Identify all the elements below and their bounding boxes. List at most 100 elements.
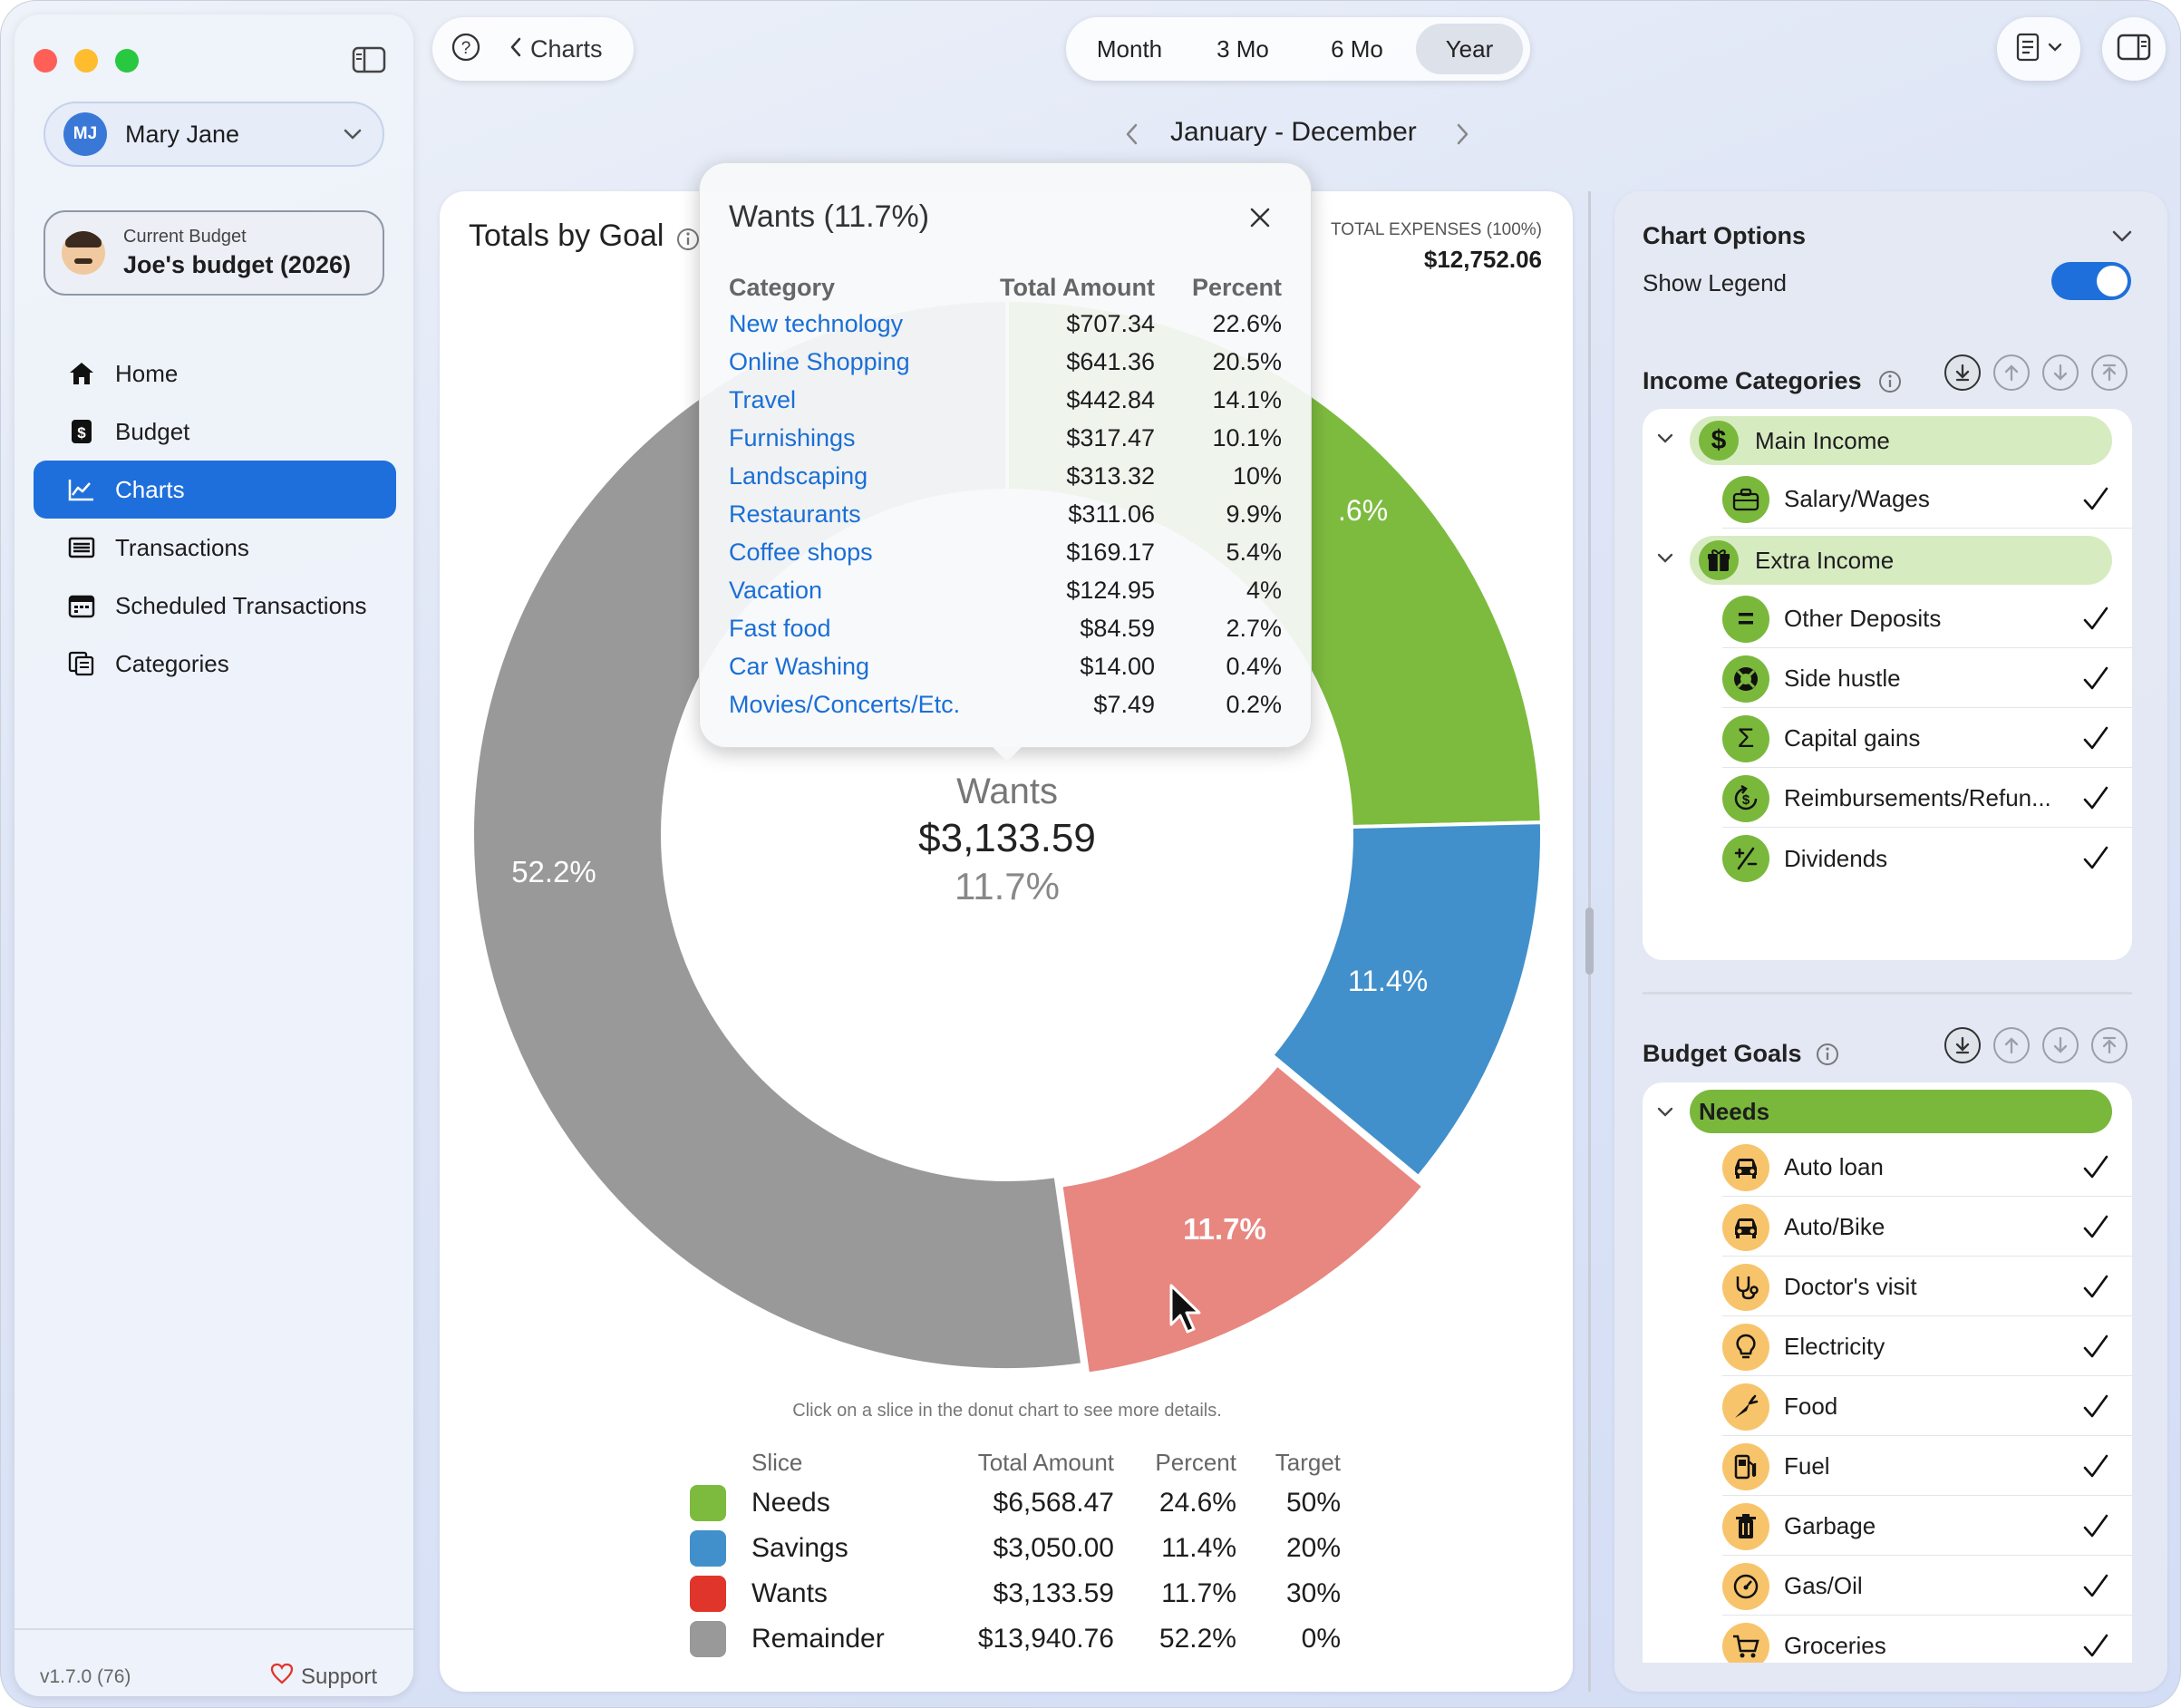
info-icon[interactable] <box>1815 1042 1840 1072</box>
period-year[interactable]: Year <box>1416 24 1523 74</box>
zoom-window-button[interactable] <box>115 49 139 73</box>
income-item-side-hustle[interactable]: Side hustle <box>1722 650 2132 708</box>
checkmark-icon[interactable] <box>2079 483 2112 516</box>
goal-item-fuel[interactable]: Fuel <box>1722 1438 2132 1496</box>
goal-item-electricity[interactable]: Electricity <box>1722 1318 2132 1376</box>
popover-category-link[interactable]: Furnishings <box>729 423 856 451</box>
goal-item-gas-oil[interactable]: Gas/Oil <box>1722 1558 2132 1616</box>
checkmark-icon[interactable] <box>2079 1331 2112 1363</box>
income-item-dividends[interactable]: Dividends <box>1722 830 2132 888</box>
help-icon[interactable]: ? <box>451 32 481 67</box>
checkmark-icon[interactable] <box>2079 1271 2112 1304</box>
checkmark-icon[interactable] <box>2079 1151 2112 1184</box>
move-up-icon[interactable] <box>1993 354 2030 391</box>
checkmark-icon[interactable] <box>2079 603 2112 636</box>
goals-sort-buttons <box>1944 1027 2128 1063</box>
popover-category-link[interactable]: Fast food <box>729 614 831 642</box>
goal-item-doctor-s-visit[interactable]: Doctor's visit <box>1722 1258 2132 1316</box>
next-period-button[interactable] <box>1451 121 1473 152</box>
popover-category-link[interactable]: Travel <box>729 385 797 413</box>
popover-category-link[interactable]: Vacation <box>729 576 823 604</box>
show-legend-toggle[interactable] <box>2051 262 2131 300</box>
checkmark-icon[interactable] <box>2079 1570 2112 1603</box>
popover-category-link[interactable]: Landscaping <box>729 461 868 490</box>
period-6-months[interactable]: 6 Mo <box>1331 34 1383 63</box>
current-budget-button[interactable]: Current Budget Joe's budget (2026) <box>44 210 384 296</box>
item-label: Fuel <box>1784 1452 1830 1480</box>
income-item-salary-wages[interactable]: Salary/Wages <box>1722 471 2132 529</box>
sidebar-item-categories[interactable]: Categories <box>34 635 396 693</box>
income-categories-list: $ Main Income Salary/Wages Extra Income … <box>1643 409 2132 960</box>
sidebar-item-transactions[interactable]: Transactions <box>34 519 396 577</box>
info-icon[interactable] <box>675 227 701 257</box>
income-item-reimbursements[interactable]: $ Reimbursements/Refun... <box>1722 770 2132 828</box>
move-up-icon[interactable] <box>1993 1027 2030 1063</box>
report-menu-button[interactable] <box>1997 17 2080 81</box>
sidebar-toggle-icon[interactable] <box>352 45 386 74</box>
period-month[interactable]: Month <box>1096 34 1163 63</box>
goal-item-auto-bike[interactable]: Auto/Bike <box>1722 1199 2132 1257</box>
legend-row-wants[interactable]: Wants $3,133.59 11.7% 30% <box>690 1571 1341 1616</box>
move-to-bottom-icon[interactable] <box>1944 354 1981 391</box>
chevron-down-icon[interactable] <box>1653 1101 1677 1124</box>
mouse-cursor-icon <box>1169 1284 1201 1334</box>
checkmark-icon[interactable] <box>2079 1211 2112 1244</box>
checkmark-icon[interactable] <box>2079 1510 2112 1543</box>
previous-period-button[interactable] <box>1121 121 1143 152</box>
item-label: Auto loan <box>1784 1153 1884 1180</box>
goal-item-auto-loan[interactable]: Auto loan <box>1722 1139 2132 1197</box>
income-group-extra-income[interactable]: Extra Income <box>1690 536 2112 585</box>
goal-group-needs[interactable]: Needs <box>1690 1090 2112 1133</box>
sidebar-item-scheduled-transactions[interactable]: Scheduled Transactions <box>34 577 396 635</box>
chevron-down-icon[interactable] <box>1653 427 1677 451</box>
checkmark-icon[interactable] <box>2079 782 2112 815</box>
income-item-other-deposits[interactable]: = Other Deposits <box>1722 590 2132 648</box>
income-item-capital-gains[interactable]: Σ Capital gains <box>1722 710 2132 768</box>
popover-category-link[interactable]: Car Washing <box>729 652 870 680</box>
sidebar-item-charts[interactable]: Charts <box>34 461 396 519</box>
user-switcher[interactable]: MJ Mary Jane <box>44 102 384 167</box>
move-down-icon[interactable] <box>2042 354 2079 391</box>
donut-slice-savings[interactable] <box>1269 820 1542 1179</box>
info-icon[interactable] <box>1877 369 1903 399</box>
income-sort-buttons <box>1944 354 2128 391</box>
checkmark-icon[interactable] <box>2079 723 2112 755</box>
sidebar-item-home[interactable]: Home <box>34 345 396 403</box>
popover-category-link[interactable]: New technology <box>729 309 904 337</box>
checkmark-icon[interactable] <box>2079 842 2112 875</box>
checkmark-icon[interactable] <box>2079 1391 2112 1423</box>
popover-category-link[interactable]: Movies/Concerts/Etc. <box>729 690 961 718</box>
legend-percent: 52.2% <box>1158 1624 1236 1654</box>
support-button[interactable]: Support <box>270 1663 377 1691</box>
inspector-toggle-button[interactable] <box>2102 17 2166 81</box>
checkmark-icon[interactable] <box>2079 663 2112 695</box>
back-button[interactable]: Charts <box>509 35 603 63</box>
legend-row-needs[interactable]: Needs $6,568.47 24.6% 50% <box>690 1480 1341 1526</box>
pane-resize-handle[interactable] <box>1585 907 1594 975</box>
move-to-top-icon[interactable] <box>2091 354 2128 391</box>
legend-row-remainder[interactable]: Remainder $13,940.76 52.2% 0% <box>690 1616 1341 1662</box>
move-down-icon[interactable] <box>2042 1027 2079 1063</box>
popover-amount: $313.32 <box>1066 461 1155 490</box>
goal-item-garbage[interactable]: Garbage <box>1722 1498 2132 1556</box>
goal-item-groceries[interactable]: Groceries <box>1722 1617 2132 1663</box>
income-group-main-income[interactable]: $ Main Income <box>1690 416 2112 465</box>
chart-hint: Click on a slice in the donut chart to s… <box>792 1401 1222 1421</box>
popover-category-link[interactable]: Coffee shops <box>729 538 873 566</box>
donut-slice-wants[interactable] <box>1059 1062 1427 1376</box>
close-window-button[interactable] <box>34 49 57 73</box>
checkmark-icon[interactable] <box>2079 1630 2112 1663</box>
goal-item-food[interactable]: Food <box>1722 1378 2132 1436</box>
chevron-down-icon[interactable] <box>2110 226 2134 250</box>
checkmark-icon[interactable] <box>2079 1451 2112 1483</box>
popover-category-link[interactable]: Restaurants <box>729 500 861 528</box>
popover-category-link[interactable]: Online Shopping <box>729 347 910 375</box>
sidebar-item-budget[interactable]: $ Budget <box>34 403 396 461</box>
move-to-top-icon[interactable] <box>2091 1027 2128 1063</box>
close-icon[interactable] <box>1242 199 1278 236</box>
period-3-months[interactable]: 3 Mo <box>1217 34 1269 63</box>
minimize-window-button[interactable] <box>74 49 98 73</box>
chevron-down-icon[interactable] <box>1653 547 1677 570</box>
legend-row-savings[interactable]: Savings $3,050.00 11.4% 20% <box>690 1526 1341 1571</box>
move-to-bottom-icon[interactable] <box>1944 1027 1981 1063</box>
